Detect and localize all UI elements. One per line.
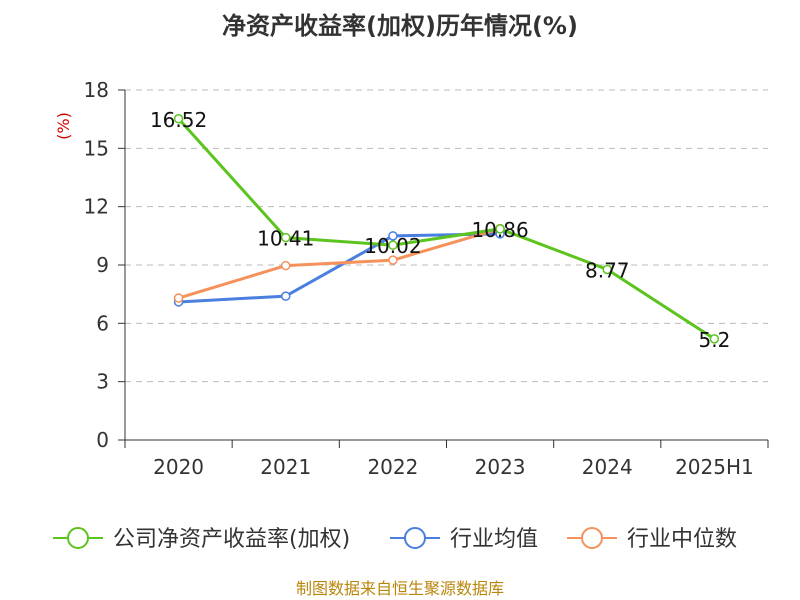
series-point-0 <box>495 224 505 234</box>
y-tick-label: 18 <box>84 78 109 102</box>
x-tick-label: 2023 <box>475 455 526 479</box>
y-tick-label: 12 <box>84 195 109 219</box>
series-point-1 <box>388 231 398 241</box>
legend-label: 公司净资产收益率(加权) <box>113 527 350 552</box>
series-point-2 <box>388 255 398 265</box>
x-tick-label: 2025H1 <box>675 455 754 479</box>
grid-lines <box>125 89 768 383</box>
x-tick-label: 2022 <box>367 455 418 479</box>
series-point-0 <box>173 114 184 124</box>
legend-marker <box>404 527 426 549</box>
x-tick-label: 2021 <box>260 455 311 479</box>
legend-label: 行业中位数 <box>627 527 737 552</box>
data-label: 10.02 <box>364 234 421 258</box>
data-label: 8.77 <box>585 258 630 282</box>
series-line-1 <box>178 232 501 304</box>
y-tick-label: 0 <box>96 428 109 452</box>
y-tick-label: 9 <box>96 253 109 277</box>
data-label: 16.52 <box>150 108 207 132</box>
series-point-0 <box>709 334 720 344</box>
series-line-2 <box>178 227 501 300</box>
data-label: 5.2 <box>699 328 731 352</box>
chart-title: 净资产收益率(加权)历年情况(%) <box>222 12 578 40</box>
data-label: 10.86 <box>471 218 528 242</box>
y-tick-label: 6 <box>96 311 109 335</box>
legend-item-0[interactable]: 公司净资产收益率(加权) <box>53 527 350 552</box>
legend-label: 行业均值 <box>450 527 538 552</box>
legend-item-2[interactable]: 行业中位数 <box>567 527 737 552</box>
x-tick-label: 2024 <box>582 455 633 479</box>
legend-marker <box>581 527 603 549</box>
series-point-0 <box>602 264 612 275</box>
legend[interactable]: 公司净资产收益率(加权) 行业均值 行业中位数 <box>53 527 737 552</box>
legend-marker <box>67 527 89 549</box>
legend-item-1[interactable]: 行业均值 <box>390 527 538 552</box>
y-tick-label: 3 <box>96 370 109 394</box>
series-point-0 <box>388 240 398 250</box>
data-label: 10.41 <box>257 227 314 251</box>
series-point-2 <box>281 260 291 271</box>
data-labels: 16.52 10.41 10.02 10.86 8.77 5.2 <box>150 108 730 352</box>
series-point-1 <box>281 291 291 301</box>
y-tick-label: 15 <box>84 136 109 160</box>
series-point-2 <box>173 293 184 303</box>
source-note: 制图数据来自恒生聚源数据库 <box>296 579 504 598</box>
y-axis-unit: (%) <box>54 112 73 140</box>
axes: 0 3 6 9 12 15 18 2020 2021 2022 2023 2024 2025H1 <box>84 78 769 479</box>
series-group <box>173 114 720 344</box>
series-point-0 <box>281 232 291 243</box>
series-line-0 <box>177 117 716 341</box>
x-tick-label: 2020 <box>153 455 204 479</box>
